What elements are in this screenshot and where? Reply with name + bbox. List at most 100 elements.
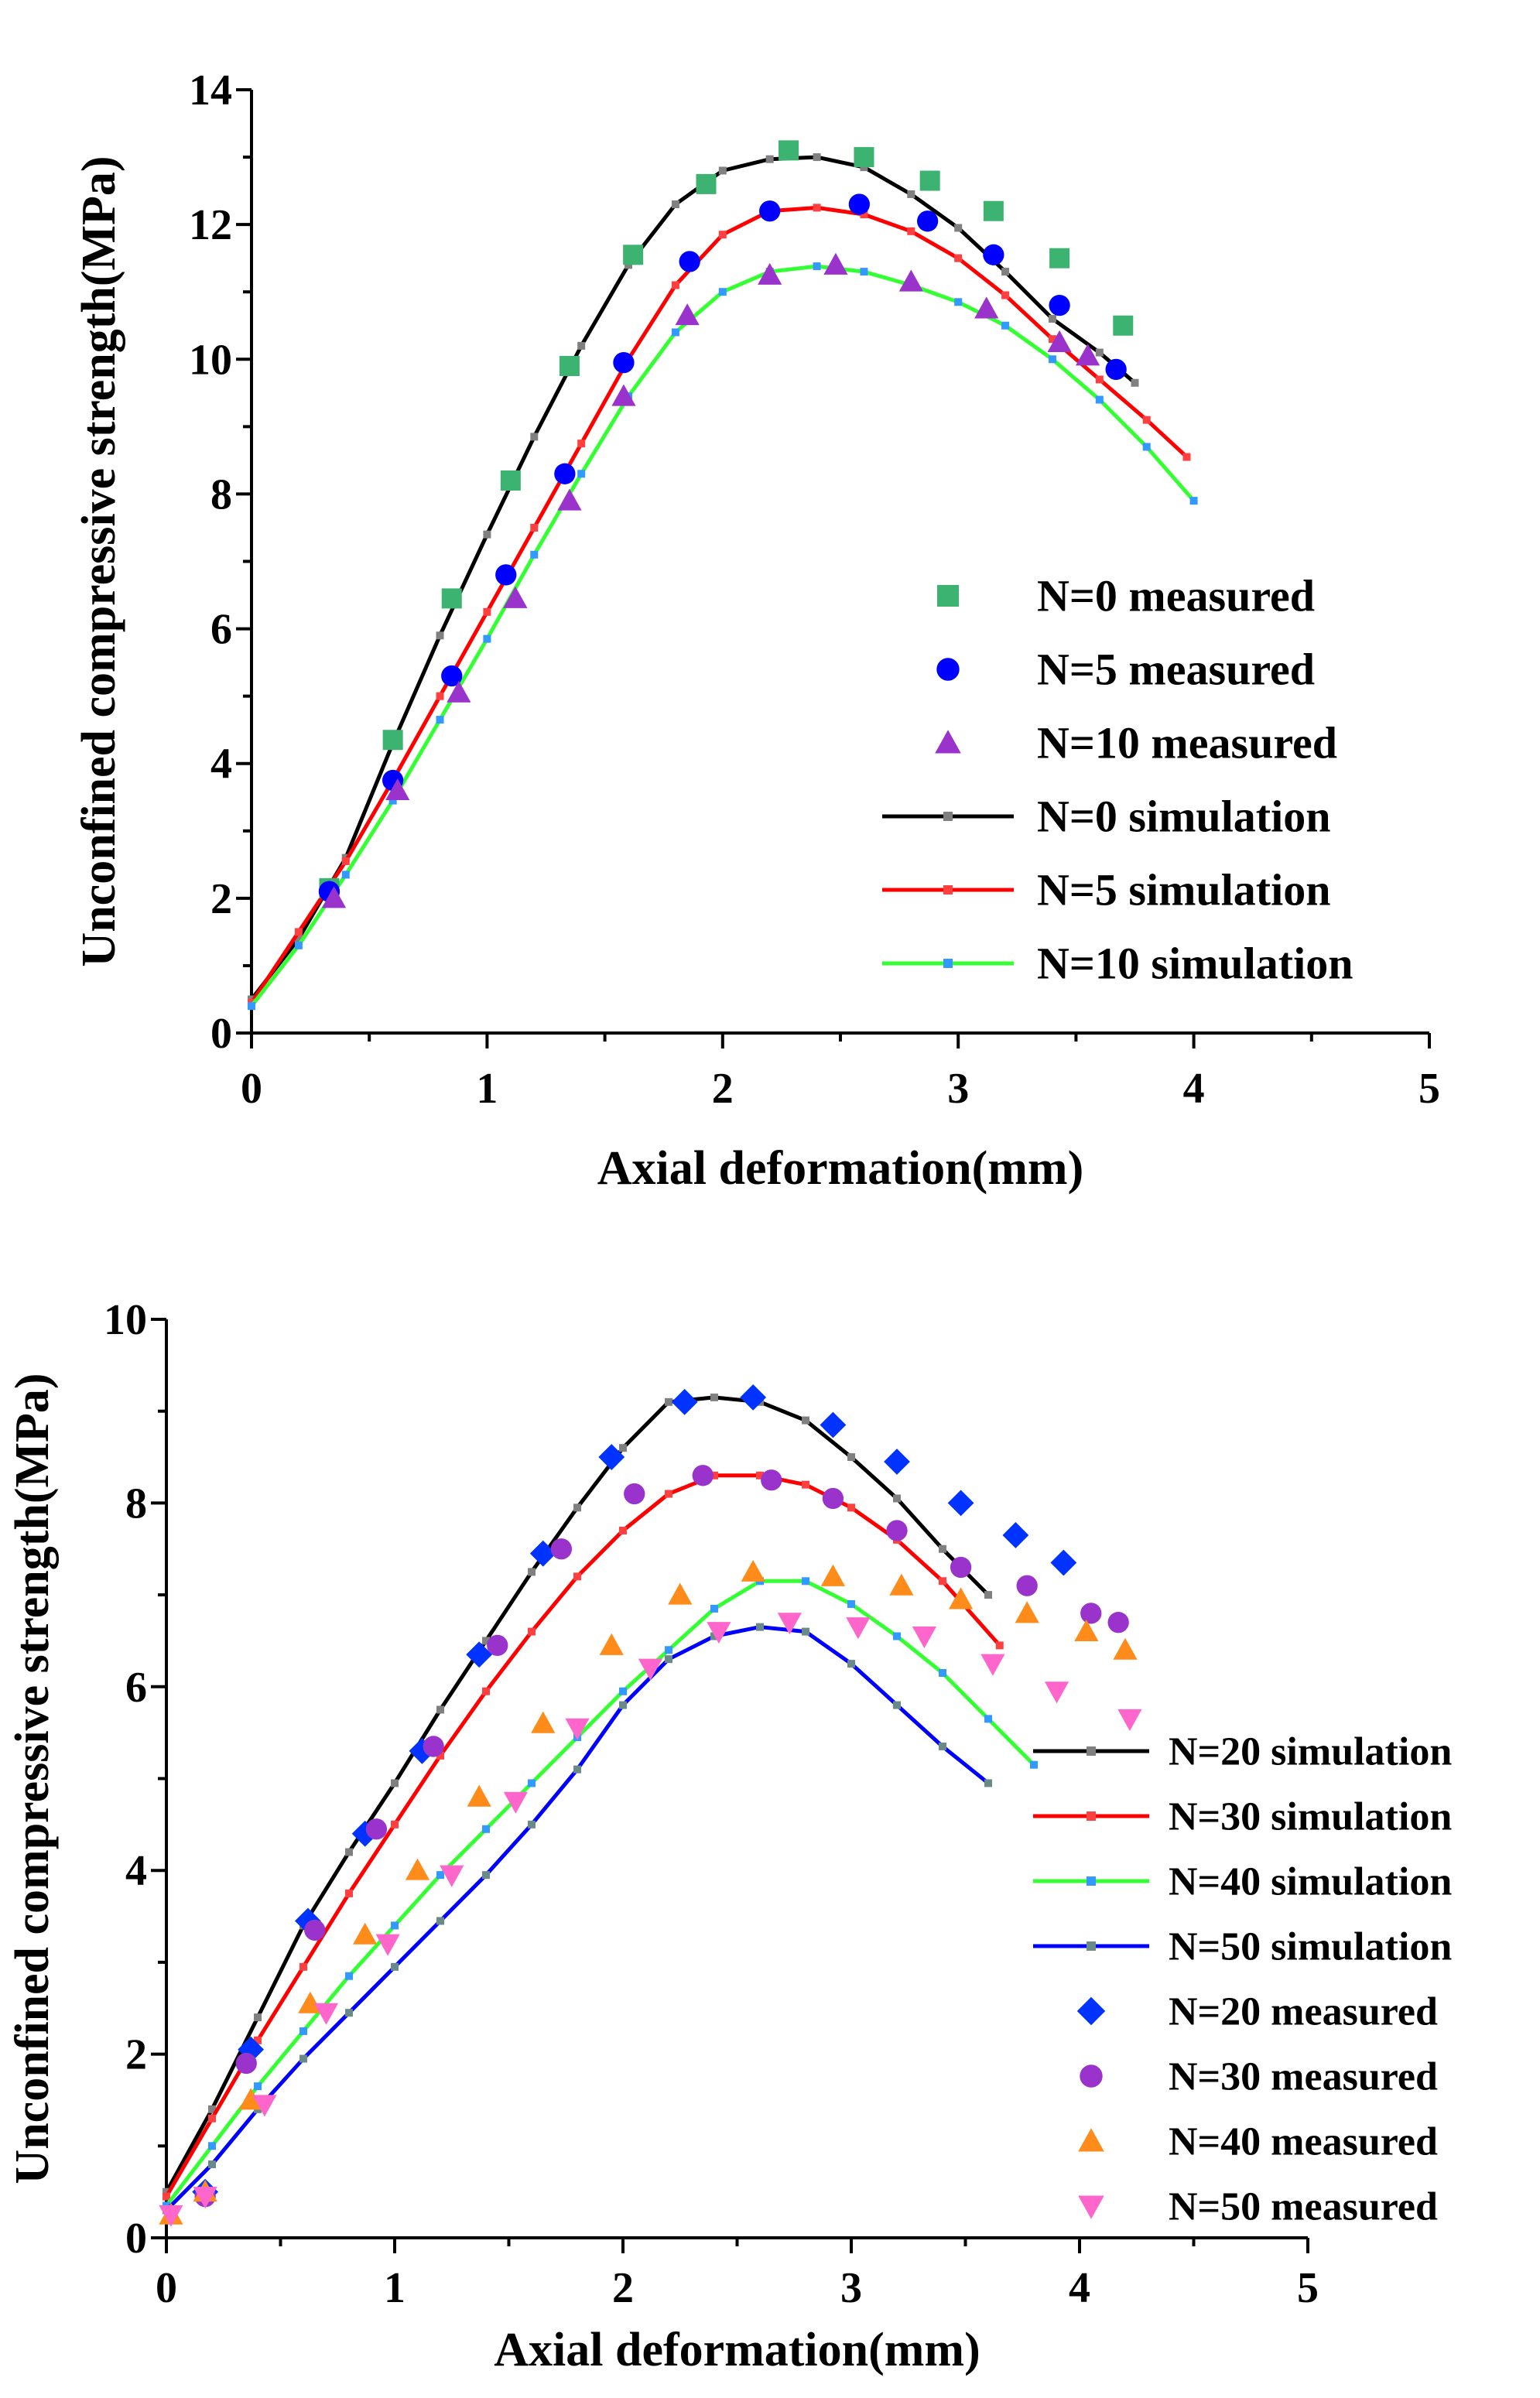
x-tick-label: 4: [1183, 1065, 1205, 1113]
x-tick-label: 0: [156, 2264, 177, 2312]
line-point: [299, 2027, 307, 2035]
data-point: [598, 1444, 625, 1470]
line-point: [718, 288, 727, 296]
data-point: [441, 588, 462, 609]
data-point: [1002, 1522, 1029, 1548]
data-point: [1076, 344, 1100, 366]
line-point: [1142, 416, 1151, 424]
line-point: [665, 1397, 672, 1406]
line-point: [939, 1577, 946, 1586]
line-point: [765, 155, 774, 163]
data-point: [405, 1858, 430, 1880]
line-point: [483, 530, 491, 539]
data-point: [503, 586, 528, 608]
data-point: [304, 1919, 326, 1941]
legend-label: N=40 simulation: [1169, 1860, 1452, 1904]
data-point: [624, 1483, 645, 1505]
line-point: [391, 1820, 399, 1828]
line-point: [1048, 355, 1056, 364]
legend-marker: [1076, 1996, 1106, 2026]
line-point: [802, 1416, 809, 1425]
line-point: [710, 1632, 718, 1640]
line-point: [299, 1962, 307, 1971]
line-point: [577, 440, 586, 448]
legend-label: N=30 simulation: [1169, 1795, 1452, 1839]
line-point: [482, 1687, 490, 1695]
data-point: [252, 2095, 277, 2117]
legend-label: N=5 measured: [1037, 645, 1315, 695]
line-point: [294, 928, 303, 936]
line-point: [573, 1503, 581, 1512]
line-point: [756, 1471, 764, 1480]
data-point: [353, 1922, 378, 1945]
data-point: [235, 2052, 257, 2075]
line-point: [254, 2082, 262, 2091]
line-point: [665, 1655, 672, 1664]
line-point: [939, 1668, 946, 1677]
y-tick-label: 2: [125, 2031, 147, 2079]
data-point: [668, 1582, 693, 1605]
line-point: [577, 470, 586, 478]
line-point: [939, 1545, 946, 1553]
line-point: [530, 433, 539, 441]
line-point: [1095, 348, 1104, 357]
data-point: [854, 147, 874, 168]
y-tick-label: 8: [125, 1480, 147, 1527]
data-point: [467, 1784, 491, 1807]
data-point: [500, 470, 521, 491]
line-point: [671, 328, 679, 337]
line-point: [665, 1490, 672, 1498]
x-tick-label: 5: [1419, 1065, 1440, 1113]
legend-label: N=30 measured: [1169, 2055, 1438, 2099]
line-point: [1001, 268, 1010, 276]
data-point: [321, 886, 347, 908]
line-point: [436, 716, 444, 724]
line-point: [341, 871, 350, 879]
data-point: [623, 245, 644, 265]
data-point: [1113, 1637, 1138, 1660]
data-point: [823, 252, 848, 275]
legend-marker: [936, 658, 960, 681]
line-point: [208, 2160, 216, 2169]
line-point: [1182, 453, 1191, 461]
line-point: [665, 1646, 672, 1654]
line-point: [482, 1871, 490, 1880]
line-point: [984, 1591, 992, 1599]
line-point: [1142, 443, 1151, 451]
data-point: [365, 1818, 388, 1840]
data-point: [949, 1587, 974, 1609]
legend-label: N=10 simulation: [1037, 939, 1353, 989]
data-point: [889, 1573, 914, 1596]
data-point: [898, 269, 923, 292]
line-point: [893, 1632, 901, 1640]
chart-bottom: 0 1 2 3 4 5 0 2 4 6 8 10 Axial deformation(mm) Unconf…: [6, 1296, 1452, 2376]
line-point: [528, 1627, 536, 1636]
data-point: [779, 140, 799, 161]
line-point: [847, 1503, 855, 1512]
data-point: [1044, 1681, 1069, 1704]
line-point: [530, 523, 539, 532]
data-point: [159, 2205, 183, 2227]
data-point: [916, 210, 939, 232]
line-point: [619, 1444, 627, 1452]
line-point: [208, 2105, 216, 2113]
x-tick-label: 5: [1297, 2264, 1319, 2312]
line-point: [436, 692, 444, 700]
data-point: [1016, 1575, 1038, 1596]
x-tick-label: 0: [241, 1065, 262, 1113]
legend: N=0 measured N=5 measured N=10 measured N=0…: [882, 571, 1353, 989]
line-point: [756, 1623, 764, 1631]
legend-label: N=0 measured: [1037, 571, 1315, 621]
line-point: [619, 1701, 627, 1709]
legend-line-marker: [943, 885, 953, 895]
data-point: [638, 1658, 662, 1681]
data-point: [503, 1791, 528, 1814]
data-point: [385, 778, 410, 801]
line-point: [710, 1604, 718, 1613]
legend-line-marker: [943, 812, 953, 821]
data-point: [884, 1449, 910, 1475]
line-point: [436, 1917, 444, 1925]
line-point: [163, 2192, 170, 2201]
line-point: [907, 190, 915, 198]
y-tick-label: 6: [210, 606, 232, 654]
